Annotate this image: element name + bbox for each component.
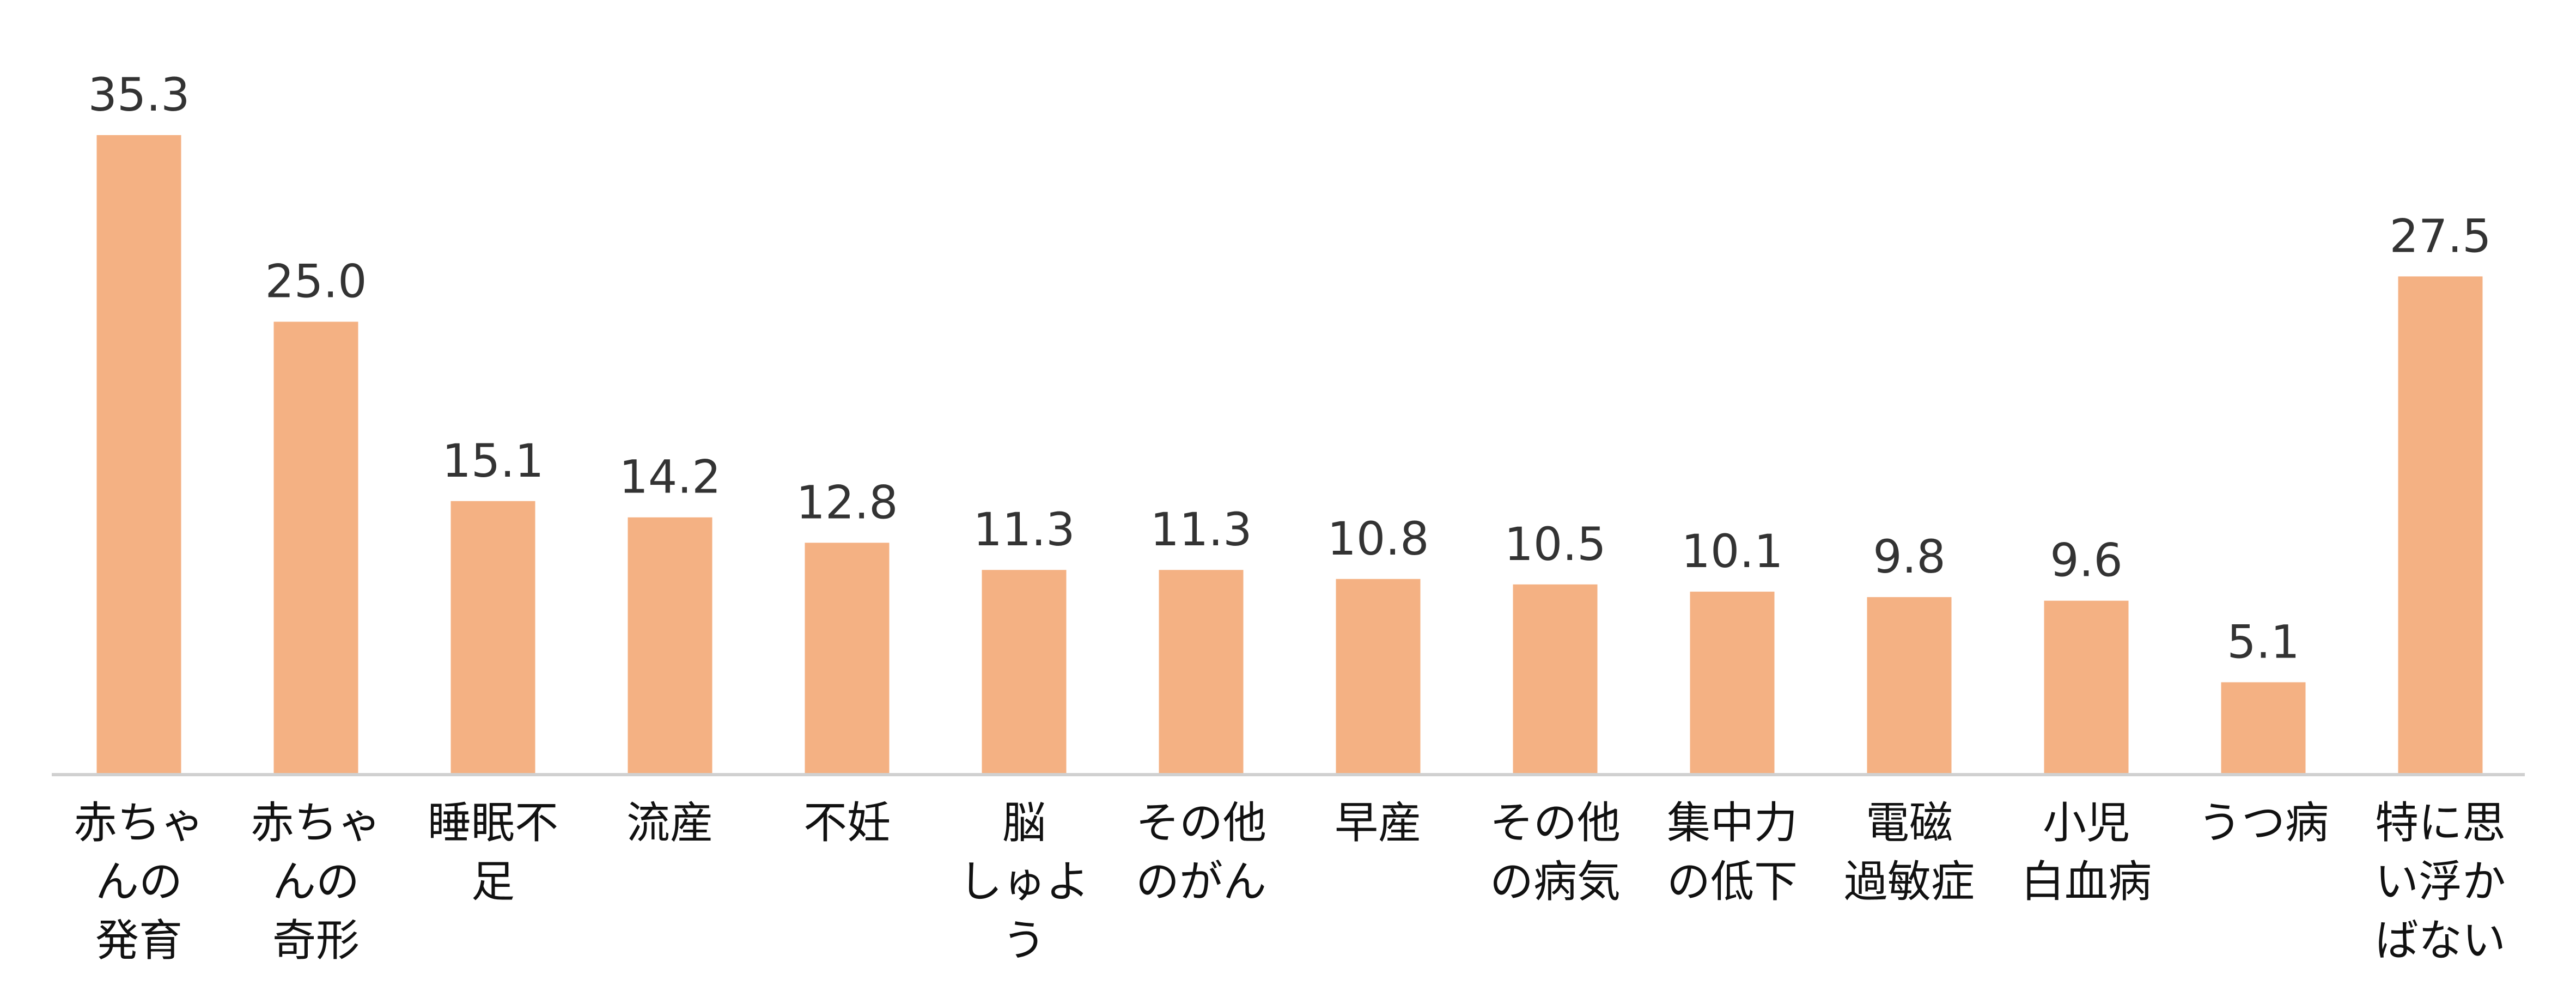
bar-10 [1867, 597, 1952, 775]
category-label-0: 赤ちゃんの発育 [74, 798, 204, 966]
category-label-11: 小児白血病 [2021, 798, 2152, 907]
category-label-line: 早産 [1335, 798, 1422, 848]
bar-6 [1159, 570, 1244, 775]
category-label-line: うつ病 [2198, 798, 2329, 848]
category-label-line: んの [95, 856, 182, 907]
category-label-5: 脳しゅよう [959, 798, 1089, 966]
category-label-9: 集中力の低下 [1667, 798, 1798, 907]
category-label-8: その他の病気 [1490, 798, 1621, 907]
category-label-line: その他 [1490, 798, 1621, 848]
category-label-6: その他のがん [1136, 798, 1266, 907]
bar-8 [1513, 584, 1598, 775]
bar-4 [805, 543, 890, 775]
category-label-line: その他 [1136, 798, 1266, 848]
value-label-1: 25.0 [265, 255, 367, 308]
bar-9 [1690, 592, 1775, 775]
category-label-1: 赤ちゃんの奇形 [251, 798, 381, 966]
category-label-line: 集中力 [1667, 798, 1798, 848]
value-label-5: 11.3 [973, 503, 1075, 556]
category-label-4: 不妊 [803, 798, 891, 848]
bar-1 [273, 321, 358, 775]
category-label-line: 足 [471, 856, 515, 907]
category-label-line: 発育 [95, 915, 182, 966]
bar-7 [1336, 579, 1421, 775]
bar-5 [982, 570, 1067, 775]
category-label-10: 電磁過敏症 [1844, 798, 1975, 907]
category-label-line: 特に思 [2375, 798, 2506, 848]
category-label-line: う [1002, 915, 1046, 966]
value-label-0: 35.3 [88, 68, 190, 121]
category-label-13: 特に思い浮かばない [2375, 798, 2506, 966]
value-label-7: 10.8 [1327, 512, 1429, 565]
value-label-10: 9.8 [1873, 530, 1946, 583]
category-label-line: の病気 [1490, 856, 1621, 907]
category-label-line: 過敏症 [1844, 856, 1975, 907]
category-label-2: 睡眠不足 [428, 798, 558, 907]
value-label-13: 27.5 [2389, 209, 2491, 263]
category-label-line: い浮か [2375, 856, 2506, 907]
bar-13 [2398, 276, 2483, 775]
value-labels-layer: 35.3 25.0 15.1 14.2 12.8 11.3 11.3 10.8 10.5 10.1… [88, 68, 2491, 668]
value-label-11: 9.6 [2050, 534, 2123, 587]
category-label-line: 奇形 [272, 915, 360, 966]
value-label-12: 5.1 [2227, 615, 2300, 668]
value-label-8: 10.5 [1504, 518, 1606, 571]
bar-0 [96, 135, 181, 775]
bar-2 [450, 501, 535, 775]
category-label-line: 流産 [626, 798, 714, 848]
bar-12 [2221, 682, 2306, 775]
category-label-line: 赤ちゃ [251, 798, 381, 848]
category-label-line: 睡眠不 [428, 798, 558, 848]
value-label-4: 12.8 [796, 476, 898, 529]
value-label-2: 15.1 [442, 434, 544, 488]
category-label-7: 早産 [1335, 798, 1422, 848]
value-label-6: 11.3 [1150, 503, 1252, 556]
category-label-line: 赤ちゃ [74, 798, 204, 848]
category-label-line: のがん [1136, 856, 1266, 907]
value-label-3: 14.2 [619, 451, 721, 504]
category-label-line: んの [272, 856, 360, 907]
category-label-line: しゅよ [959, 856, 1089, 907]
category-label-line: 白血病 [2021, 856, 2152, 907]
category-label-12: うつ病 [2198, 798, 2329, 848]
category-label-line: 不妊 [803, 798, 891, 848]
bars-layer [96, 135, 2483, 775]
category-label-line: の低下 [1667, 856, 1798, 907]
category-label-line: ばない [2375, 915, 2506, 966]
category-label-line: 小児 [2043, 798, 2130, 848]
bar-11 [2044, 600, 2129, 775]
category-label-3: 流産 [626, 798, 714, 848]
value-label-9: 10.1 [1681, 525, 1783, 578]
bar-3 [628, 517, 712, 775]
category-label-line: 電磁 [1866, 798, 1953, 848]
category-label-line: 脳 [1002, 798, 1046, 848]
